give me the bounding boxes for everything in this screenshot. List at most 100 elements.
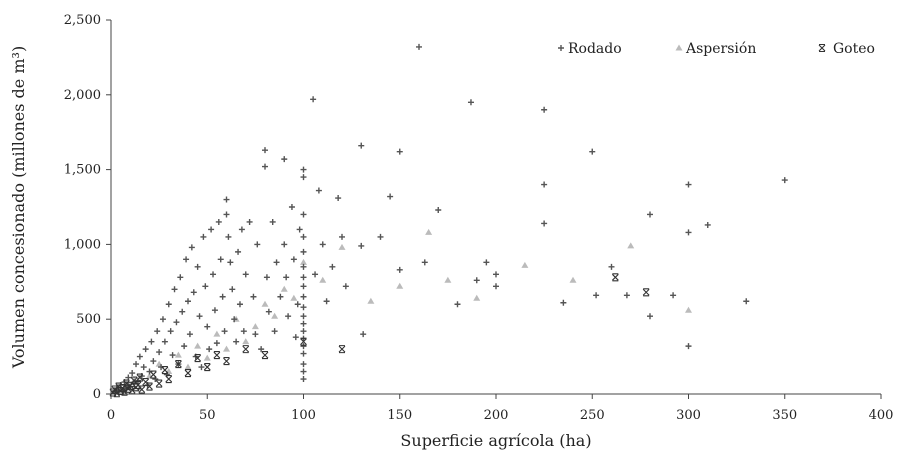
data-point-aspersion (521, 261, 529, 268)
data-point-rodado (263, 274, 270, 281)
data-point-goteo (138, 385, 146, 394)
data-point-rodado (223, 211, 230, 218)
data-point-rodado (211, 307, 218, 314)
data-point-rodado (246, 218, 253, 225)
data-point-rodado (136, 353, 143, 360)
data-point-rodado (190, 289, 197, 296)
x-tick-label: 50 (199, 408, 216, 423)
data-point-rodado (300, 361, 307, 368)
x-tick-label: 0 (107, 408, 115, 423)
data-point-rodado (238, 226, 245, 233)
data-point-goteo (261, 351, 269, 360)
data-point-goteo (338, 345, 346, 354)
data-point-rodado (647, 211, 653, 218)
data-point-rodado (300, 368, 307, 375)
data-point-rodado (685, 343, 692, 350)
data-point-rodado (329, 263, 336, 270)
data-point-rodado (173, 319, 180, 326)
data-point-rodado (323, 298, 330, 305)
data-point-rodado (342, 283, 349, 290)
data-point-rodado (300, 233, 307, 240)
data-point-rodado (150, 358, 157, 365)
data-point-goteo (161, 366, 169, 375)
data-point-rodado (236, 301, 243, 308)
data-point-rodado (186, 331, 193, 338)
data-point-rodado (310, 96, 317, 103)
data-point-rodado (685, 181, 692, 188)
legend-label-aspersion: Aspersión (685, 41, 756, 57)
data-point-aspersion (261, 300, 269, 307)
data-point-aspersion (184, 363, 192, 370)
data-point-rodado (219, 293, 226, 300)
legend-item-aspersion: Aspersión (675, 41, 756, 57)
legend-symbol-aspersion (675, 44, 683, 51)
y-tick-label: 2,000 (64, 88, 101, 103)
data-point-rodado (454, 301, 461, 308)
data-point-rodado (300, 174, 307, 181)
data-point-rodado (208, 226, 215, 233)
data-point-rodado (129, 370, 136, 377)
data-point-rodado (213, 340, 220, 347)
data-point-rodado (339, 233, 345, 240)
data-point-rodado (493, 283, 499, 290)
data-point-goteo (155, 379, 163, 388)
data-point-rodado (315, 187, 322, 194)
data-point-aspersion (203, 354, 211, 361)
legend-label-goteo: Goteo (833, 41, 875, 57)
data-point-aspersion (194, 342, 202, 349)
data-point-rodado (283, 274, 290, 281)
data-point-goteo (149, 370, 157, 379)
data-point-rodado (541, 220, 548, 227)
data-point-rodado (608, 263, 615, 270)
data-point-aspersion (271, 312, 279, 319)
data-point-rodado (198, 364, 205, 371)
data-point-rodado (292, 334, 299, 341)
data-point-rodado (140, 364, 147, 371)
data-point-rodado (541, 106, 548, 113)
data-point-rodado (589, 148, 596, 155)
data-point-rodado (285, 313, 292, 320)
data-point-rodado (161, 338, 168, 345)
data-point-rodado (396, 148, 403, 155)
data-point-rodado (217, 256, 224, 263)
data-point-rodado (483, 259, 490, 266)
legend: Rodado Aspersión Goteo (558, 41, 875, 57)
data-point-rodado (167, 328, 174, 335)
data-point-goteo (128, 386, 136, 395)
data-point-rodado (156, 349, 163, 356)
data-point-rodado (204, 323, 211, 330)
data-point-rodado (231, 316, 238, 323)
y-tick-label: 500 (76, 312, 101, 327)
data-point-rodado (265, 308, 272, 315)
data-point-rodado (743, 298, 750, 305)
data-point-rodado (685, 229, 692, 236)
data-point-aspersion (280, 285, 288, 292)
x-tick-label: 200 (484, 408, 509, 423)
data-point-aspersion (213, 330, 221, 337)
data-point-rodado (262, 147, 268, 154)
data-point-goteo (146, 382, 153, 391)
data-point-rodado (254, 241, 261, 248)
data-point-rodado (300, 328, 307, 335)
data-point-goteo (136, 373, 144, 382)
data-point-rodado (704, 221, 711, 228)
data-point-rodado (358, 142, 365, 149)
data-point-rodado (227, 259, 234, 266)
data-point-rodado (416, 43, 422, 50)
data-point-aspersion (319, 276, 327, 283)
data-point-rodado (560, 299, 567, 306)
data-point-aspersion (174, 351, 182, 358)
data-point-rodado (312, 271, 319, 278)
data-point-rodado (183, 256, 190, 263)
data-point-rodado (177, 274, 184, 281)
data-point-rodado (273, 259, 280, 266)
data-point-rodado (335, 195, 342, 202)
data-point-goteo (184, 369, 192, 378)
data-point-goteo (123, 379, 130, 388)
data-point-rodado (647, 313, 653, 320)
data-point-rodado (159, 316, 166, 323)
data-point-rodado (225, 233, 232, 240)
data-point-rodado (396, 266, 403, 273)
legend-marker-aspersion (675, 44, 683, 51)
data-point-aspersion (396, 282, 404, 289)
